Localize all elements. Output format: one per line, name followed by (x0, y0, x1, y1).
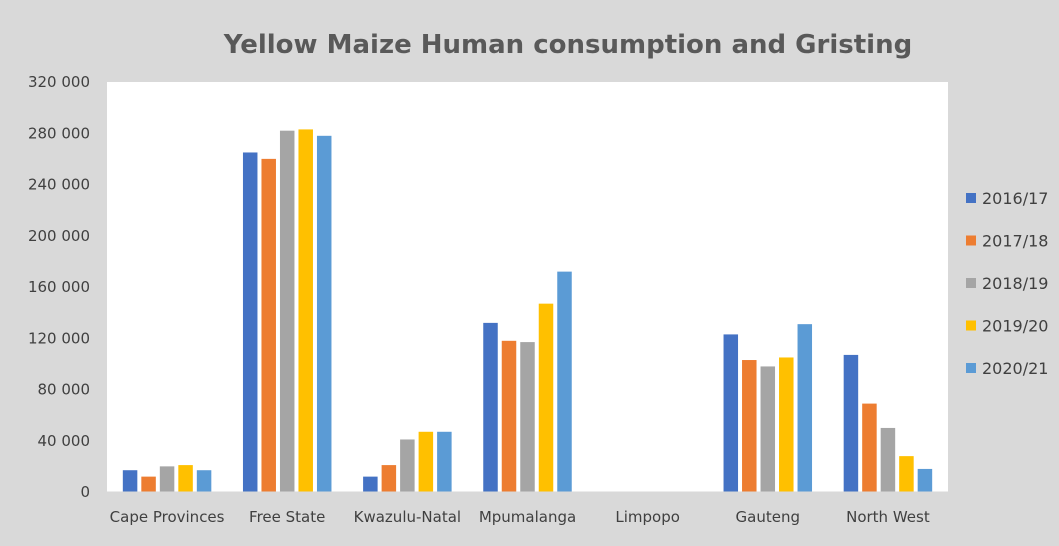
bar (196, 470, 212, 492)
legend-label: 2020/21 (982, 359, 1048, 378)
bar (279, 130, 295, 492)
bar (178, 465, 193, 492)
bar (298, 129, 313, 492)
bar (880, 427, 896, 492)
chart-title: Yellow Maize Human consumption and Grist… (223, 30, 912, 60)
bar (843, 354, 859, 492)
y-tick-label: 80 000 (38, 381, 91, 399)
y-axis: 0 40 000 80 000 120 000 160 000 200 000 240 00… (28, 73, 90, 501)
legend-swatch (966, 363, 976, 373)
legend: 2016/17 2017/18 2018/19 2019/20 2020/21 (966, 189, 1048, 378)
bar (899, 456, 914, 492)
x-tick-label: Cape Provinces (110, 508, 225, 526)
bar (723, 334, 739, 492)
bar (797, 324, 813, 492)
x-tick-label: Mpumalanga (479, 508, 576, 526)
bar (363, 476, 378, 492)
bar (242, 152, 258, 492)
x-tick-label: Free State (249, 508, 325, 526)
bar (483, 322, 498, 492)
y-tick-label: 40 000 (38, 432, 91, 450)
legend-label: 2018/19 (982, 274, 1048, 293)
bar (159, 466, 175, 492)
x-tick-label: North West (846, 508, 930, 526)
x-axis: Cape Provinces Free State Kwazulu-Natal Mpu… (107, 491, 948, 526)
x-tick-label: Kwazulu-Natal (354, 508, 461, 526)
bar (418, 431, 434, 492)
y-tick-label: 120 000 (28, 329, 90, 347)
bar (316, 135, 332, 492)
bar (437, 431, 452, 492)
y-tick-label: 320 000 (28, 73, 90, 91)
bar (862, 403, 877, 492)
bar (501, 340, 517, 492)
bar (557, 271, 572, 492)
y-tick-label: 0 (80, 483, 90, 501)
bar (538, 303, 554, 492)
x-tick-label: Limpopo (615, 508, 680, 526)
x-tick-label: Gauteng (736, 508, 800, 526)
legend-swatch (966, 278, 976, 288)
legend-swatch (966, 193, 976, 203)
bar (520, 342, 535, 492)
y-tick-label: 160 000 (28, 278, 90, 296)
bar (122, 470, 138, 492)
bar (141, 476, 156, 492)
legend-swatch (966, 235, 976, 246)
y-tick-label: 200 000 (28, 227, 90, 245)
y-tick-label: 280 000 (28, 124, 90, 142)
bar (261, 158, 276, 492)
bar (760, 366, 776, 492)
legend-label: 2017/18 (982, 232, 1048, 251)
legend-swatch (966, 320, 976, 331)
legend-label: 2016/17 (982, 189, 1048, 208)
bars (122, 129, 933, 492)
bar (381, 465, 397, 492)
bar (742, 360, 757, 492)
y-tick-label: 240 000 (28, 176, 90, 194)
bar (779, 357, 794, 492)
legend-label: 2019/20 (982, 317, 1048, 336)
bar (400, 439, 415, 492)
bar (917, 468, 933, 492)
